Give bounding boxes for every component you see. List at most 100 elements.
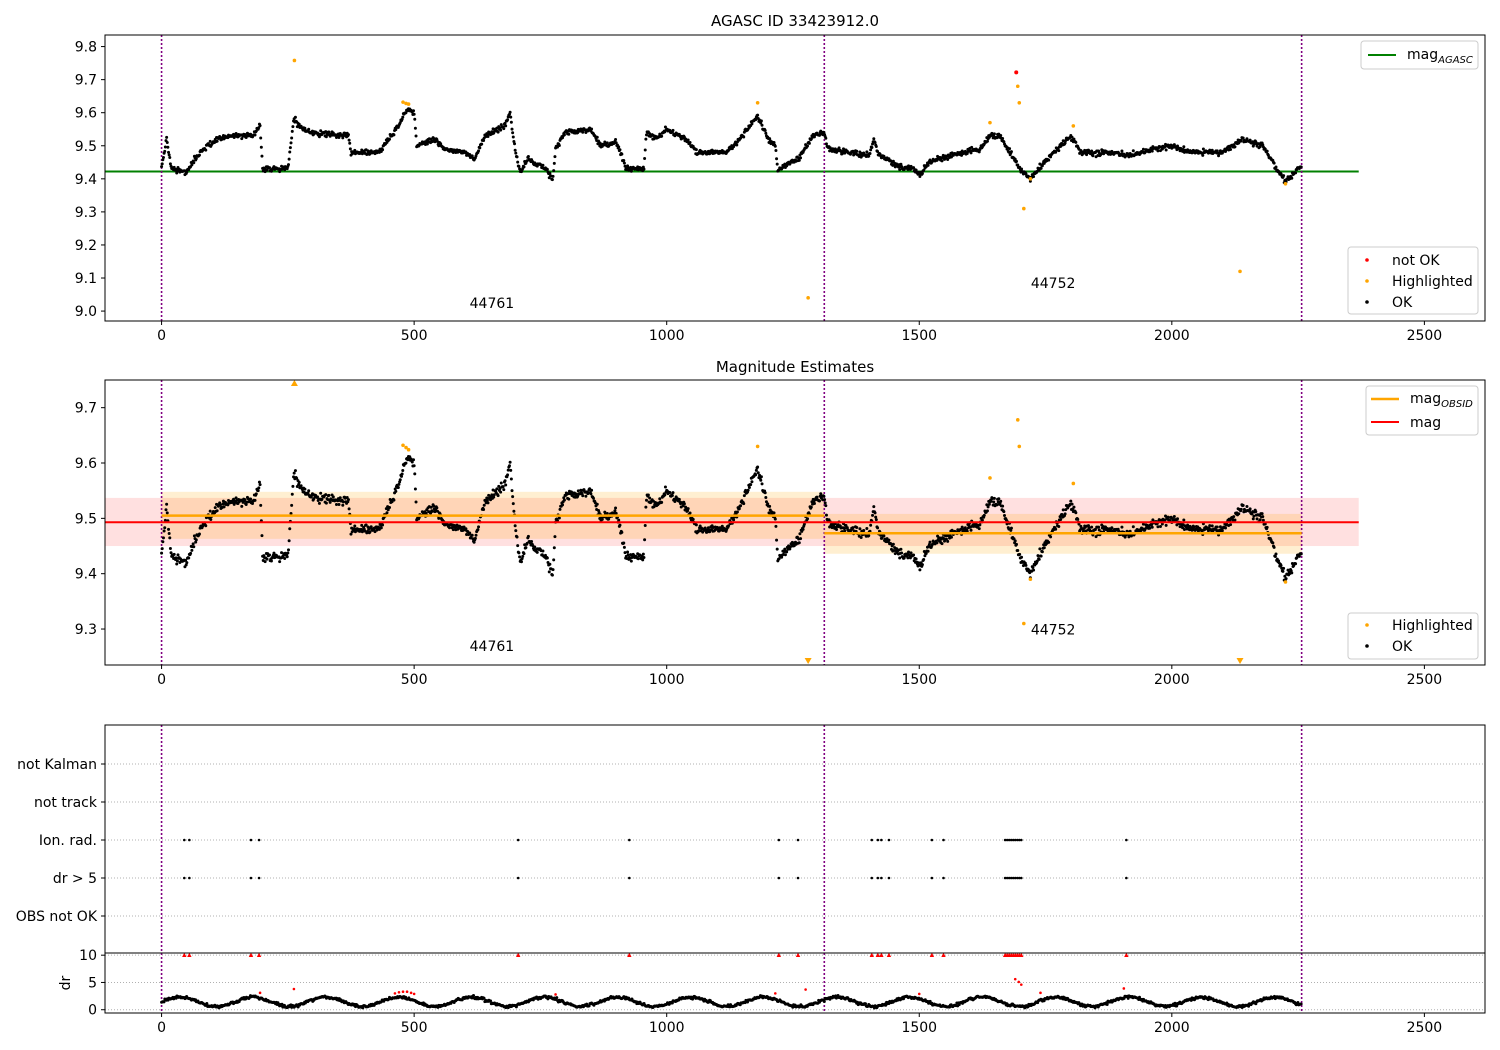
dr-point: [489, 999, 493, 1003]
ok-point: [922, 557, 926, 561]
ok-point: [499, 123, 503, 127]
ok-point: [259, 503, 263, 507]
ok-point: [1002, 140, 1006, 144]
ok-point: [817, 133, 821, 137]
ok-point: [899, 547, 903, 551]
ok-point: [541, 163, 545, 167]
ok-point: [324, 130, 328, 134]
ok-point: [1272, 545, 1276, 549]
ok-point: [341, 500, 345, 504]
ok-point: [1233, 518, 1237, 522]
ok-point: [874, 515, 878, 519]
ok-point: [663, 493, 667, 497]
ok-point: [400, 472, 404, 476]
ok-point: [876, 526, 880, 530]
ok-point: [581, 130, 585, 134]
flag-point-dr5: [870, 876, 874, 880]
dr-point: [670, 1001, 674, 1005]
ok-point: [511, 495, 515, 499]
flag-point-dr5: [628, 876, 631, 880]
flag-point-ion-rad: [183, 838, 186, 842]
ok-point: [506, 118, 510, 122]
highlighted-point: [1283, 580, 1288, 584]
ok-point: [785, 550, 789, 554]
ok-point: [694, 523, 698, 527]
ok-point: [197, 153, 201, 157]
ok-point: [185, 170, 189, 174]
ok-point: [1057, 525, 1061, 529]
ok-point: [269, 559, 273, 563]
ok-point: [506, 468, 510, 472]
ok-point: [1182, 518, 1186, 522]
ok-point: [286, 163, 290, 167]
ok-point: [688, 141, 692, 145]
x-tick-label: 2500: [1407, 672, 1443, 688]
ok-point: [547, 570, 551, 574]
ok-point: [1261, 515, 1265, 519]
ok-point: [775, 162, 779, 166]
ok-point: [880, 536, 884, 540]
ok-point: [1258, 518, 1262, 522]
ok-point: [511, 131, 515, 135]
ok-point: [506, 473, 510, 477]
ok-point: [541, 549, 545, 553]
ok-point: [468, 531, 472, 535]
ok-point: [1009, 526, 1013, 530]
ok-point: [797, 158, 801, 162]
ok-point: [510, 127, 514, 131]
legend-marker: [1365, 279, 1369, 283]
ok-point: [412, 109, 416, 113]
ok-point: [278, 560, 282, 564]
ok-point: [595, 502, 599, 506]
ok-point: [169, 551, 173, 555]
ok-point: [495, 487, 499, 491]
ok-point: [503, 479, 507, 483]
ok-point: [1014, 542, 1018, 546]
ok-point: [855, 525, 859, 529]
ok-point: [859, 535, 863, 539]
flag-point-dr5: [1011, 876, 1015, 880]
ok-point: [605, 141, 609, 145]
ok-point: [508, 460, 512, 464]
ok-point: [337, 502, 341, 506]
flag-point-ion-rad: [942, 838, 945, 842]
legend-box: [1347, 246, 1479, 315]
flag-point-dr5: [1017, 876, 1021, 880]
flag-point-ion-rad: [887, 838, 891, 842]
ok-point: [474, 533, 478, 537]
ok-point: [1248, 507, 1252, 511]
ok-point: [576, 494, 580, 498]
ok-point: [576, 489, 580, 493]
obsid-label: 44761: [470, 296, 515, 312]
ok-point: [166, 145, 170, 149]
ok-point: [511, 135, 515, 139]
ok-point: [288, 146, 292, 150]
ok-point: [410, 460, 414, 464]
ok-point: [1166, 515, 1170, 519]
ok-point: [840, 152, 844, 156]
ok-point: [258, 483, 262, 487]
ok-point: [1024, 563, 1028, 567]
ok-point: [924, 552, 928, 556]
flag-point-ion-rad: [777, 838, 781, 842]
ok-point: [347, 138, 351, 142]
ok-point: [644, 133, 648, 137]
ok-point: [552, 558, 556, 562]
flag-point-dr5: [1005, 876, 1009, 880]
ok-point: [772, 141, 776, 145]
ok-point: [551, 568, 555, 572]
dr-point: [822, 999, 826, 1003]
ok-point: [218, 503, 222, 507]
ok-point: [1218, 525, 1222, 529]
ok-point: [287, 539, 291, 543]
ok-point: [518, 555, 522, 559]
ok-point: [1274, 552, 1278, 556]
ok-point: [965, 529, 969, 533]
ok-point: [288, 527, 292, 531]
ok-point: [1061, 139, 1065, 143]
ok-point: [545, 167, 549, 171]
ok-point: [413, 487, 417, 491]
ok-point: [222, 505, 226, 509]
